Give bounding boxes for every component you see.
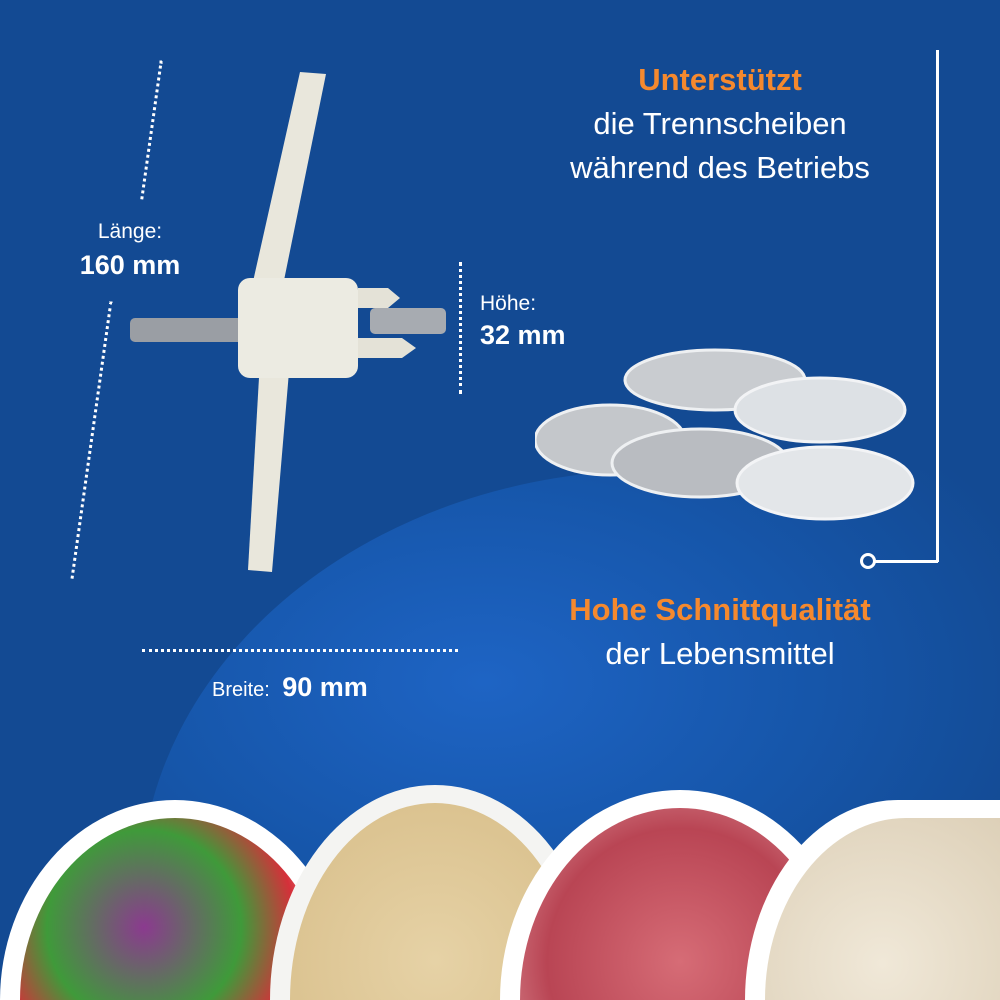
width-dimension: Breite: 90 mm	[212, 672, 368, 703]
headline-top-line2: während des Betriebs	[570, 150, 870, 185]
height-label: Höhe:	[480, 292, 537, 315]
disc-holder-product-image	[130, 72, 446, 572]
headline-top: Unterstützt die Trennscheiben während de…	[520, 58, 920, 190]
headline-bottom-line1: der Lebensmittel	[605, 636, 835, 671]
width-value: 90 mm	[282, 672, 368, 702]
height-value: 32 mm	[480, 320, 566, 350]
width-label: Breite:	[212, 679, 270, 701]
width-arrow	[142, 649, 458, 652]
height-arrow	[459, 262, 462, 394]
callout-line-h	[870, 560, 938, 563]
length-dimension: Länge: 160 mm	[60, 220, 200, 281]
headline-bottom: Hohe Schnittqualität der Lebensmittel	[500, 588, 940, 676]
cutting-discs-image	[535, 348, 915, 521]
callout-line	[936, 50, 939, 562]
headline-bottom-highlight: Hohe Schnittqualität	[569, 592, 871, 627]
headline-top-line1: die Trennscheiben	[593, 106, 847, 141]
length-label: Länge:	[97, 220, 163, 243]
length-arrow-bottom	[70, 301, 113, 579]
headline-top-highlight: Unterstützt	[638, 62, 802, 97]
callout-dot	[860, 553, 876, 569]
length-value: 160 mm	[79, 250, 181, 280]
height-dimension: Höhe: 32 mm	[480, 292, 566, 351]
